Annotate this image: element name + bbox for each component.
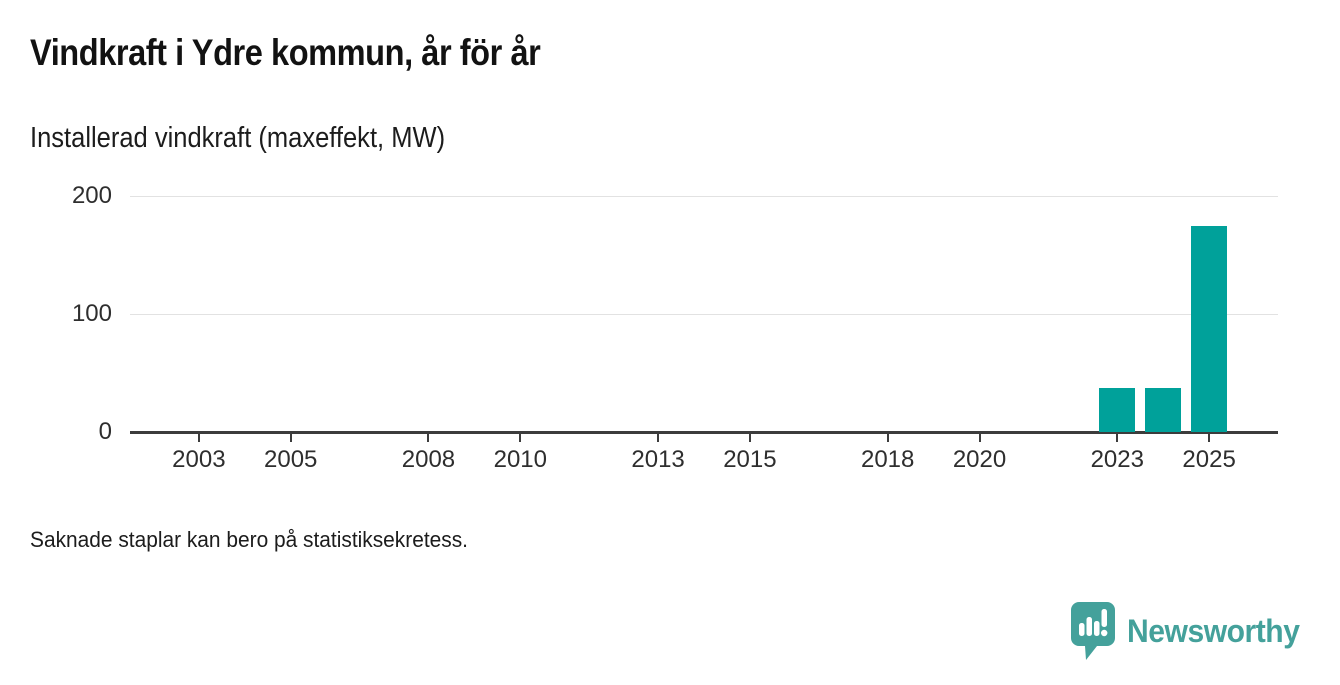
x-tick-2010	[519, 433, 522, 442]
x-tick-2003	[197, 433, 200, 442]
x-tick-label-2018: 2018	[860, 446, 915, 473]
gridline-200	[130, 195, 1278, 197]
bar-2024	[1145, 388, 1182, 432]
chart-subtitle: Installerad vindkraft (maxeffekt, MW)	[30, 122, 446, 154]
x-tick-label-2008: 2008	[401, 446, 456, 473]
x-tick-label-2015: 2015	[723, 446, 777, 473]
brand-logo: Newsworthy	[1070, 602, 1310, 661]
bar-2025	[1191, 225, 1228, 432]
gridline-100	[130, 313, 1278, 315]
x-tick-label-2010: 2010	[493, 446, 547, 473]
y-axis-label-0: 0	[98, 418, 112, 445]
x-tick-label-2023: 2023	[1090, 446, 1144, 473]
chart-footnote: Saknade staplar kan bero på statistiksek…	[30, 527, 468, 552]
x-tick-2015	[748, 433, 751, 442]
x-tick-label-2020: 2020	[952, 446, 1007, 473]
x-tick-2020	[978, 433, 981, 442]
logo-bar-chart-glyph	[1078, 609, 1107, 637]
x-tick-2023	[1116, 433, 1119, 442]
x-tick-label-2005: 2005	[264, 446, 318, 473]
x-tick-2013	[657, 433, 660, 442]
bar-2023	[1099, 388, 1136, 432]
x-tick-label-2003: 2003	[172, 446, 226, 473]
x-tick-label-2013: 2013	[631, 446, 685, 473]
brand-name: Newsworthy	[1126, 613, 1300, 649]
x-axis-line	[130, 430, 1278, 434]
x-tick-2018	[886, 433, 889, 442]
x-tick-label-2025: 2025	[1182, 446, 1236, 473]
newsworthy-icon	[1070, 602, 1115, 660]
y-axis-label-100: 100	[71, 300, 112, 327]
x-tick-2008	[427, 433, 430, 442]
chart-title: Vindkraft i Ydre kommun, år för år	[30, 32, 541, 73]
x-tick-2025	[1208, 433, 1211, 442]
y-axis-label-200: 200	[71, 182, 112, 209]
x-tick-2005	[289, 433, 292, 442]
